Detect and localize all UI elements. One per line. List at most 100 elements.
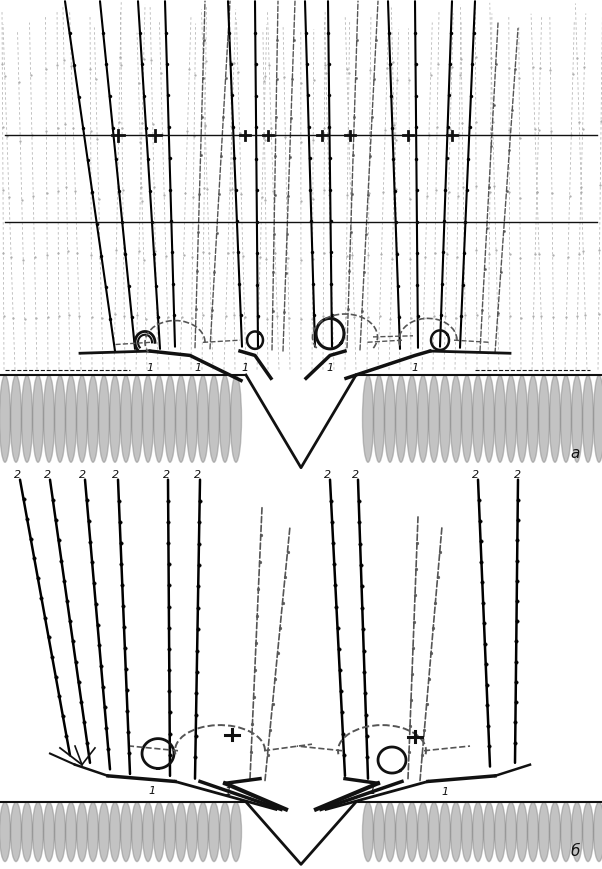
Ellipse shape (462, 375, 473, 462)
Ellipse shape (517, 802, 527, 861)
Ellipse shape (154, 802, 164, 861)
Ellipse shape (473, 802, 483, 861)
Ellipse shape (418, 375, 429, 462)
Ellipse shape (187, 802, 197, 861)
Text: 1: 1 (368, 785, 376, 795)
Text: 1: 1 (411, 362, 418, 372)
Ellipse shape (197, 375, 208, 462)
Ellipse shape (550, 802, 560, 861)
Text: 1: 1 (146, 362, 154, 372)
Ellipse shape (362, 802, 373, 861)
Ellipse shape (406, 802, 418, 861)
Text: 2: 2 (352, 469, 359, 479)
Ellipse shape (220, 375, 231, 462)
Text: 2: 2 (222, 0, 229, 1)
Ellipse shape (99, 375, 110, 462)
Ellipse shape (462, 802, 473, 861)
Ellipse shape (55, 375, 66, 462)
Text: 1: 1 (441, 786, 448, 797)
Ellipse shape (33, 375, 43, 462)
Ellipse shape (131, 375, 143, 462)
Ellipse shape (131, 802, 143, 861)
Ellipse shape (120, 375, 131, 462)
Text: 2: 2 (411, 0, 418, 1)
Ellipse shape (176, 802, 187, 861)
Ellipse shape (43, 802, 55, 861)
Ellipse shape (385, 802, 396, 861)
Text: 2: 2 (45, 469, 52, 479)
Text: 1: 1 (194, 362, 202, 372)
Ellipse shape (0, 802, 10, 861)
Ellipse shape (87, 802, 99, 861)
Text: 2: 2 (473, 469, 480, 479)
Text: 2: 2 (515, 469, 521, 479)
Ellipse shape (494, 375, 506, 462)
Text: б: б (571, 843, 580, 858)
Ellipse shape (43, 375, 55, 462)
Ellipse shape (66, 802, 76, 861)
Ellipse shape (450, 802, 462, 861)
Text: 1: 1 (326, 362, 334, 372)
Ellipse shape (396, 375, 406, 462)
Ellipse shape (494, 802, 506, 861)
Ellipse shape (76, 375, 87, 462)
Ellipse shape (571, 375, 583, 462)
Text: 2: 2 (158, 0, 166, 1)
Text: 2: 2 (471, 0, 479, 1)
Ellipse shape (22, 375, 33, 462)
Text: a: a (571, 446, 580, 461)
Text: 2: 2 (131, 0, 138, 1)
Ellipse shape (110, 802, 120, 861)
Ellipse shape (33, 802, 43, 861)
Text: 1: 1 (149, 785, 155, 795)
Ellipse shape (10, 802, 22, 861)
Ellipse shape (473, 375, 483, 462)
Ellipse shape (560, 802, 571, 861)
Text: 2: 2 (324, 0, 332, 1)
Text: 2: 2 (113, 469, 120, 479)
Ellipse shape (208, 802, 220, 861)
Text: 2: 2 (302, 0, 309, 1)
Text: 2: 2 (14, 469, 22, 479)
Ellipse shape (406, 375, 418, 462)
Ellipse shape (539, 802, 550, 861)
Ellipse shape (143, 375, 154, 462)
Ellipse shape (176, 375, 187, 462)
Ellipse shape (560, 375, 571, 462)
Ellipse shape (76, 802, 87, 861)
Text: 2: 2 (163, 469, 170, 479)
Ellipse shape (187, 375, 197, 462)
Ellipse shape (429, 802, 439, 861)
Ellipse shape (0, 375, 10, 462)
Ellipse shape (483, 802, 494, 861)
Text: 2: 2 (93, 0, 101, 1)
Ellipse shape (483, 375, 494, 462)
Ellipse shape (373, 802, 385, 861)
Text: 1: 1 (225, 786, 232, 797)
Ellipse shape (396, 802, 406, 861)
Text: 2: 2 (324, 469, 332, 479)
Ellipse shape (208, 375, 220, 462)
Ellipse shape (539, 375, 550, 462)
Ellipse shape (231, 375, 241, 462)
Text: 1: 1 (241, 362, 249, 372)
Text: 2: 2 (385, 0, 391, 1)
Ellipse shape (164, 802, 176, 861)
Ellipse shape (583, 375, 594, 462)
Ellipse shape (527, 375, 539, 462)
Text: 2: 2 (79, 469, 87, 479)
Ellipse shape (55, 802, 66, 861)
Ellipse shape (583, 802, 594, 861)
Ellipse shape (110, 375, 120, 462)
Ellipse shape (362, 375, 373, 462)
Ellipse shape (154, 375, 164, 462)
Ellipse shape (594, 802, 602, 861)
Ellipse shape (143, 802, 154, 861)
Ellipse shape (220, 802, 231, 861)
Ellipse shape (517, 375, 527, 462)
Ellipse shape (418, 802, 429, 861)
Ellipse shape (231, 802, 241, 861)
Ellipse shape (506, 375, 517, 462)
Text: 2: 2 (194, 469, 202, 479)
Ellipse shape (594, 375, 602, 462)
